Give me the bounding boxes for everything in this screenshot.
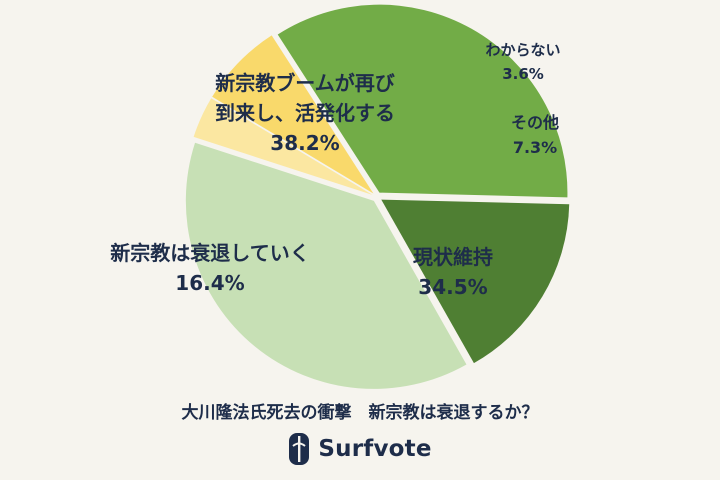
slice-category-label-4: 到来し、活発化する [215,101,395,125]
slice-category-label-1: その他 [511,113,559,132]
slice-value-label-3: 16.4% [175,271,244,295]
slice-value-label-4: 38.2% [270,131,339,155]
slice-category-label-3: 新宗教は衰退していく [110,241,309,265]
chart-caption: 大川隆法氏死去の衝撃 新宗教は衰退するか？ [181,403,539,423]
pie-slice-4 [185,142,467,389]
brand-name: Surfvote [318,436,432,462]
pie-slice-1 [212,35,374,194]
slice-category-label-4: 新宗教ブームが再び [215,71,395,95]
slice-value-label-1: 7.3% [513,138,557,157]
slice-value-label-0: 3.6% [502,65,544,83]
surfvote-logo-icon [289,433,310,465]
pie-slice-3 [381,199,570,364]
brand-logo: Surfvote [0,432,720,466]
slice-category-label-2: 現状維持 [413,245,493,269]
slice-value-label-2: 34.5% [418,275,487,299]
pie-slice-0 [193,98,373,195]
slice-category-label-0: わからない [485,41,560,59]
pie-slice-2 [277,4,568,198]
